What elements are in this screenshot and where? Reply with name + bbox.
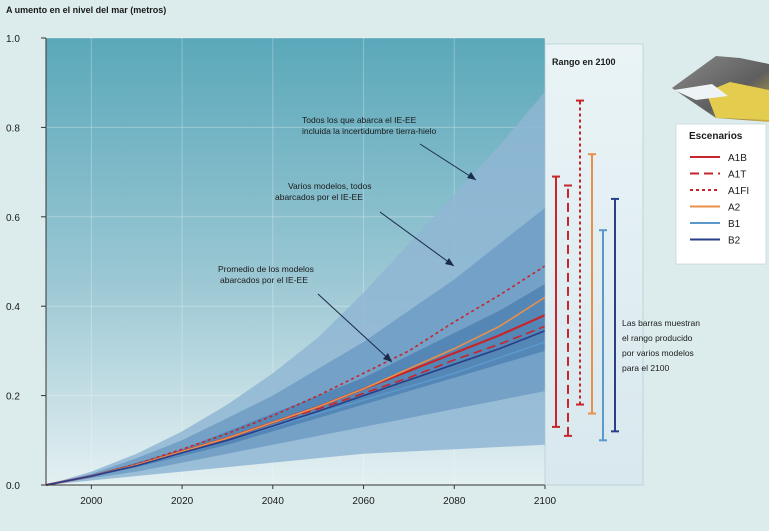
annotation-average-line-2: abarcados por el IE-EE (220, 275, 308, 285)
y-tick-label: 0.8 (6, 123, 20, 134)
legend: Escenarios A1B A1T A1FI A2 B1 B2 (675, 123, 767, 265)
svg-text:Varios modelos, todos ab: Varios modelos, todos abarcados por el I… (275, 181, 374, 202)
x-tick-label: 2020 (171, 496, 194, 507)
legend-label-a1t: A1T (728, 170, 746, 181)
chart-title: A umento en el nivel del mar (metros) (6, 5, 166, 15)
y-tick-label: 0.2 (6, 392, 20, 403)
legend-title: Escenarios (689, 131, 743, 142)
y-tick-label: 0.4 (6, 302, 20, 313)
x-tick-label: 2040 (262, 496, 285, 507)
range-panel-title: Rango en 2100 (552, 57, 616, 67)
legend-label-b2: B2 (728, 236, 741, 247)
legend-label-b1: B1 (728, 219, 741, 230)
range-bars (552, 99, 619, 442)
glacier-icon (672, 56, 769, 122)
annotation-range-line-2: el rango producido (622, 333, 693, 343)
series-lines (45, 265, 546, 487)
legend-label-a2: A2 (728, 203, 741, 214)
annotation-outer-band: Todos los que abarca el IE-EE incluida l… (302, 115, 477, 181)
annotation-middle-band: Varios modelos, todos abarcados por el I… (275, 181, 455, 267)
annotation-middle-line-2: abarcados por el IE-EE (275, 192, 363, 202)
annotation-model-average: Promedio de los modelos abarcados por el… (218, 264, 393, 363)
x-tick-label: 2080 (443, 496, 466, 507)
x-tick-label: 2060 (352, 496, 375, 507)
annotation-range-line-3: por varios modelos (622, 348, 694, 358)
y-tick-label: 0.6 (6, 213, 20, 224)
x-tick-label: 2000 (80, 496, 103, 507)
legend-label-a1b: A1B (728, 153, 747, 164)
svg-text:Las barras muestran el r: Las barras muestran el rango producido p… (622, 318, 702, 373)
legend-label-a1fi: A1FI (728, 186, 749, 197)
annotation-outer-line-2: incluida la incertidumbre tierra-hielo (302, 126, 436, 136)
annotation-average-line-1: Promedio de los modelos (218, 264, 314, 274)
y-tick-label: 1.0 (6, 34, 20, 45)
annotation-range-line-4: para el 2100 (622, 363, 670, 373)
series-line-b2 (45, 330, 546, 486)
uncertainty-bands (46, 91, 545, 486)
range-panel (544, 43, 644, 486)
annotation-middle-line-1: Varios modelos, todos (288, 181, 371, 191)
svg-text:Todos los que abarca el IE-EE: Todos los que abarca el IE-EE incluida l… (302, 115, 436, 136)
x-ticks: 2000 2020 2040 2060 2080 2100 (80, 485, 557, 507)
annotation-range-line-1: Las barras muestran (622, 318, 700, 328)
y-ticks: 0.0 0.2 0.4 0.6 0.8 1.0 (6, 34, 46, 492)
x-tick-label: 2100 (534, 496, 557, 507)
annotation-range-bars: Las barras muestran el rango producido p… (622, 318, 702, 373)
y-tick-label: 0.0 (6, 481, 20, 492)
annotation-outer-line-1: Todos los que abarca el IE-EE (302, 115, 417, 125)
svg-text:Promedio de los modelos: Promedio de los modelos abarcados por el… (218, 264, 316, 285)
